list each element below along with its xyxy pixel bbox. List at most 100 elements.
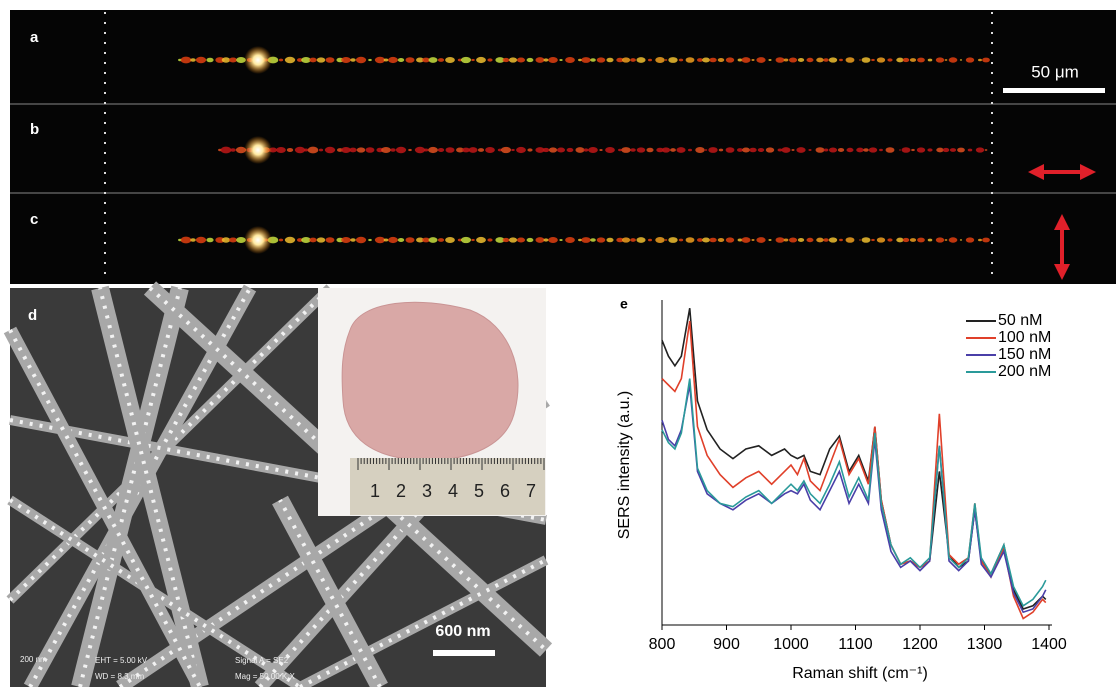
strip-background [10,10,1116,284]
bead [495,237,505,243]
bead [559,58,563,62]
bead [664,59,668,61]
bead [742,147,750,153]
bead [445,236,455,244]
bead [664,239,668,241]
bead [702,57,710,63]
bead [959,59,963,61]
bead [416,57,424,63]
bead [468,147,478,153]
bead [757,147,765,153]
bead [618,148,622,152]
bead [190,58,196,62]
bead [543,58,549,62]
bead [221,57,231,63]
bead [868,147,878,153]
panel-label: d [28,307,37,324]
bead [374,56,386,64]
fiber-particles [9,418,547,522]
bead [236,236,246,244]
bead [775,57,785,63]
bead [276,146,286,154]
bead [737,238,743,242]
bead [487,238,493,242]
bead [839,58,843,62]
bead [437,147,445,153]
bead [535,147,545,153]
bead [788,237,798,243]
ruler-number: 1 [370,481,380,501]
bead [284,56,296,64]
bead [957,147,965,153]
series-line [661,378,1047,607]
bead [661,147,671,153]
bead [405,237,415,243]
bead [349,147,357,153]
bead [180,236,192,244]
ruler-number: 4 [448,481,458,501]
sem-info-text: WD = 8.3 mm [95,672,144,681]
bead [422,57,430,63]
bead [588,146,598,154]
bead [768,59,772,61]
ruler-number: 7 [526,481,536,501]
bead [823,148,829,152]
bead [646,147,654,153]
bead [788,57,798,63]
bead [765,147,775,153]
bead [636,237,646,243]
bead [356,147,366,153]
bead [977,238,983,242]
bead [221,237,231,243]
membrane-photo [341,301,519,461]
bead [414,146,426,154]
bead [581,237,591,243]
ruler-number: 3 [422,481,432,501]
bead [768,239,772,241]
sem-info-text: Signal A = SE2 [235,656,289,665]
bead [476,236,486,244]
bead [816,237,824,243]
bead [806,57,814,63]
panel-label: b [30,121,39,138]
bead [781,147,791,153]
bead [696,238,704,242]
bead [487,58,493,62]
bead [408,148,412,152]
panel-label: a [30,29,39,46]
bead [725,57,735,63]
bead [828,57,838,63]
bead [655,57,665,63]
bead [206,237,214,243]
bead [808,149,812,151]
bead [590,58,596,62]
bead [630,58,636,62]
x-tick-label: 900 [713,636,740,653]
bead [516,237,526,243]
bead [516,57,526,63]
bead [324,146,336,154]
bead [383,238,389,242]
bead [797,238,805,242]
bead [457,58,463,62]
bead [428,57,438,63]
bead [636,57,646,63]
bead [390,148,396,152]
bead [350,58,356,62]
bead [791,149,795,151]
bead [984,149,988,151]
bead [278,58,284,62]
bead [485,146,495,154]
bead [936,147,944,153]
legend-label: 50 nM [998,312,1042,329]
bead [325,237,335,243]
bead [982,57,990,63]
bead [301,236,311,244]
bead [500,146,512,154]
bead [318,148,324,152]
bead [397,237,405,243]
bead [508,57,518,63]
legend-label: 150 nM [998,346,1051,363]
